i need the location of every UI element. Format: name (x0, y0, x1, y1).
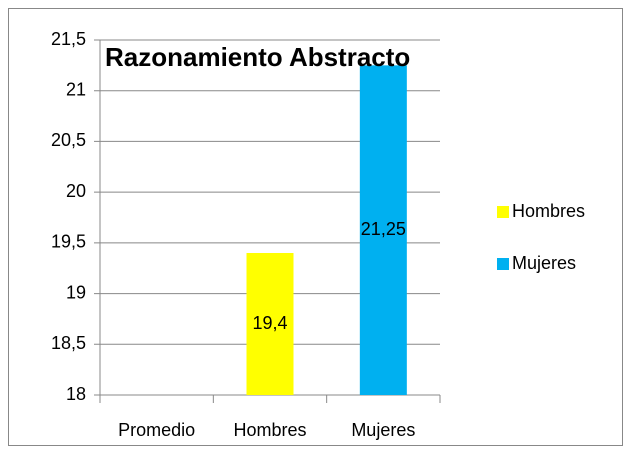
y-tick-label: 19,5 (51, 232, 86, 252)
x-tick-label: Hombres (233, 420, 306, 440)
chart-title: Razonamiento Abstracto (105, 42, 410, 72)
y-tick-label: 18 (66, 384, 86, 404)
y-tick-label: 21,5 (51, 29, 86, 49)
legend-label: Hombres (512, 201, 585, 221)
x-tick-label: Promedio (118, 420, 195, 440)
value-label: 19,4 (252, 313, 287, 333)
legend-swatch (497, 206, 509, 218)
bar (359, 65, 407, 395)
y-tick-label: 20,5 (51, 130, 86, 150)
chart-border (8, 8, 623, 446)
y-tick-label: 20 (66, 181, 86, 201)
y-tick-label: 21 (66, 79, 86, 99)
value-label: 21,25 (361, 219, 406, 239)
y-tick-label: 18,5 (51, 333, 86, 353)
legend-label: Mujeres (512, 253, 576, 273)
bar (246, 253, 294, 395)
y-tick-label: 19 (66, 282, 86, 302)
legend-swatch (497, 258, 509, 270)
x-tick-label: Mujeres (351, 420, 415, 440)
